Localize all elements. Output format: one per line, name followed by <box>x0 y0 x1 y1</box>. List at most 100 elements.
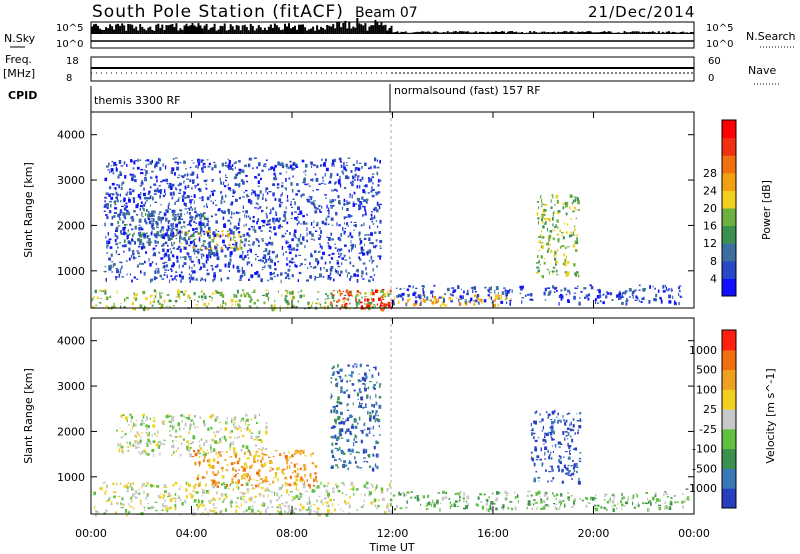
heatmap-cell <box>381 307 384 312</box>
heatmap-cell <box>173 225 175 227</box>
heatmap-cell <box>368 302 370 304</box>
heatmap-cell <box>307 183 309 186</box>
heatmap-cell <box>178 197 180 199</box>
heatmap-cell <box>246 194 248 198</box>
heatmap-cell <box>408 285 411 288</box>
heatmap-cell <box>354 170 357 172</box>
heatmap-cell <box>509 501 513 503</box>
heatmap-cell <box>117 214 119 218</box>
heatmap-cell <box>366 397 368 399</box>
heatmap-cell <box>355 203 358 205</box>
heatmap-cell <box>163 484 167 487</box>
heatmap-cell <box>162 230 164 232</box>
heatmap-cell <box>332 238 334 241</box>
heatmap-cell <box>371 176 374 179</box>
heatmap-cell <box>573 206 576 210</box>
heatmap-cell <box>127 229 129 232</box>
heatmap-cell <box>194 499 197 502</box>
heatmap-cell <box>477 301 480 305</box>
heatmap-cell <box>285 171 288 173</box>
heatmap-cell <box>245 501 247 503</box>
heatmap-cell <box>292 290 295 294</box>
heatmap-cell <box>118 160 122 164</box>
heatmap-cell <box>679 285 682 287</box>
heatmap-cell <box>286 241 290 244</box>
heatmap-cell <box>149 417 151 420</box>
heatmap-cell <box>204 476 206 479</box>
heatmap-cell <box>377 504 380 508</box>
heatmap-cell <box>271 277 273 281</box>
heatmap-cell <box>406 491 410 494</box>
heatmap-cell <box>110 502 113 506</box>
colorbar-frame <box>721 329 737 509</box>
heatmap-cell <box>345 419 347 422</box>
heatmap-cell <box>433 502 436 504</box>
heatmap-cell <box>546 503 550 508</box>
heatmap-cell <box>225 161 227 165</box>
heatmap-cell <box>398 491 400 496</box>
heatmap-cell <box>211 499 213 502</box>
heatmap-cell <box>181 442 183 446</box>
heatmap-cell <box>322 176 324 179</box>
heatmap-cell <box>222 469 224 472</box>
heatmap-cell <box>222 212 226 214</box>
heatmap-cell <box>134 440 136 444</box>
heatmap-cell <box>439 502 442 504</box>
heatmap-cell <box>363 185 366 187</box>
heatmap-cell <box>565 435 568 437</box>
heatmap-cell <box>238 197 241 200</box>
heatmap-cell <box>352 482 354 484</box>
heatmap-cell <box>244 255 247 258</box>
heatmap-cell <box>565 260 567 264</box>
heatmap-cell <box>95 304 97 307</box>
heatmap-cell <box>203 453 207 456</box>
heatmap-cell <box>337 489 341 493</box>
heatmap-cell <box>150 176 153 179</box>
heatmap-cell <box>311 233 314 237</box>
heatmap-cell <box>151 434 153 437</box>
heatmap-cell <box>464 299 467 301</box>
heatmap-cell <box>136 214 139 216</box>
heatmap-cell <box>526 494 529 498</box>
heatmap-cell <box>105 214 108 216</box>
heatmap-cell <box>375 393 377 398</box>
heatmap-cell <box>354 173 357 176</box>
heatmap-cell <box>233 475 237 478</box>
heatmap-cell <box>338 252 340 255</box>
heatmap-cell <box>591 496 595 498</box>
heatmap-cell <box>611 494 614 497</box>
heatmap-cell <box>385 510 387 514</box>
heatmap-cell <box>162 420 165 424</box>
heatmap-cell <box>494 499 496 502</box>
heatmap-cell <box>277 290 279 293</box>
colorbar-tick-label: 16 <box>703 220 717 233</box>
heatmap-cell <box>274 268 277 271</box>
heatmap-cell <box>378 203 380 208</box>
heatmap-cell <box>371 404 374 407</box>
heatmap-cell <box>374 463 377 468</box>
heatmap-cell <box>538 260 540 264</box>
nsky-bar <box>141 27 144 34</box>
heatmap-cell <box>554 419 556 424</box>
heatmap-cell <box>163 299 166 303</box>
heatmap-cell <box>250 453 252 457</box>
heatmap-cell <box>311 488 315 493</box>
heatmap-cell <box>182 256 184 259</box>
heatmap-cell <box>488 296 492 299</box>
heatmap-cell <box>648 508 650 512</box>
heatmap-cell <box>340 379 343 383</box>
heatmap-cell <box>144 177 147 179</box>
heatmap-cell <box>199 444 201 448</box>
heatmap-cell <box>300 263 303 266</box>
heatmap-cell <box>542 425 544 430</box>
heatmap-cell <box>559 246 562 249</box>
heatmap-cell <box>208 302 210 306</box>
heatmap-cell <box>262 266 266 269</box>
heatmap-cell <box>560 231 564 234</box>
heatmap-cell <box>116 269 119 274</box>
heatmap-cell <box>245 210 248 214</box>
heatmap-cell <box>185 481 188 485</box>
heatmap-cell <box>227 247 229 251</box>
heatmap-cell <box>544 257 546 259</box>
heatmap-cell <box>154 210 156 214</box>
